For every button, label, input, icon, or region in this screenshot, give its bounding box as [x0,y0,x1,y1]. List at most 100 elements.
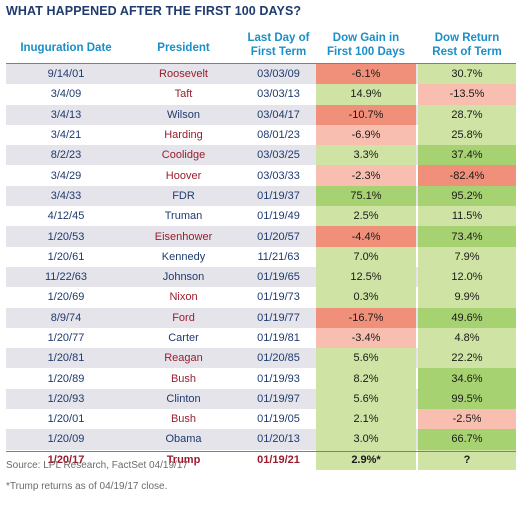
dow-gain-cell: 14.9% [316,84,416,105]
table-row: 1/20/53 Eisenhower 01/20/57 -4.4% 73.4% [6,226,516,247]
inauguration-date-cell: 1/20/69 [47,291,85,304]
inauguration-date-cell: 1/20/89 [47,372,85,385]
president-cell: Taft [174,88,193,101]
dow-return-cell: 73.4% [418,226,516,247]
header-dow-gain: Dow Gain in First 100 Days [316,31,416,59]
header-dow-return-line1: Dow Return [434,32,500,44]
president-cell: FDR [172,189,195,202]
inauguration-date-cell: 3/4/33 [50,189,82,202]
header-dow-return: Dow Return Rest of Term [418,31,516,59]
table-row: 8/2/23 Coolidge 03/03/25 3.3% 37.4% [6,145,516,166]
dow-gain-cell: 2.9%* [316,449,416,470]
dow-return-cell: 12.0% [418,266,516,288]
dow-return-cell: 95.2% [418,185,516,207]
president-cell: Trump [166,453,201,466]
dow-return-cell: 7.9% [418,246,516,267]
dow-return-cell: 49.6% [418,307,516,328]
president-cell: Roosevelt [159,68,208,81]
dow-gain-cell: -10.7% [316,104,416,125]
dow-return-cell: 25.8% [418,124,516,146]
table-row: 1/20/61 Kennedy 11/21/63 7.0% 7.9% [6,246,516,267]
table-row: 3/4/13 Wilson 03/04/17 -10.7% 28.7% [6,104,516,125]
dow-return-cell: 66.7% [418,429,516,450]
inauguration-date-cell: 3/4/13 [50,108,82,121]
table-row: 3/4/09 Taft 03/03/13 14.9% -13.5% [6,84,516,105]
table-row: 4/12/45 Truman 01/19/49 2.5% 11.5% [6,206,516,227]
table-row: 1/20/89 Bush 01/19/93 8.2% 34.6% [6,368,516,389]
dow-gain-cell: -6.1% [316,64,416,85]
dow-return-cell: 22.2% [418,348,516,369]
president-cell: Reagan [164,352,203,365]
president-cell: Carter [168,332,199,344]
last-day-cell: 01/20/85 [257,352,300,365]
table-bottom-divider [6,451,516,452]
dow-gain-cell: -4.4% [316,226,416,247]
presidents-table: 9/14/01 Roosevelt 03/03/09 -6.1% 30.7% 3/4/09… [6,64,516,470]
president-cell: Truman [164,210,203,223]
dow-return-cell: 9.9% [418,287,516,308]
dow-gain-cell: 12.5% [316,266,416,288]
president-cell: Obama [165,433,202,446]
table-row: 9/14/01 Roosevelt 03/03/09 -6.1% 30.7% [6,64,516,85]
last-day-cell: 01/19/65 [257,271,300,284]
dow-gain-cell: 0.3% [316,287,416,308]
source-note: Source: LPL Research, FactSet 04/19/17 [6,460,188,471]
inauguration-date-cell: 1/20/93 [47,392,85,405]
footnote: *Trump returns as of 04/19/17 close. [6,481,168,492]
dow-gain-cell: 2.5% [316,206,416,227]
inauguration-date-cell: 1/20/81 [47,352,85,365]
table-row: 1/20/93 Clinton 01/19/97 5.6% 99.5% [6,388,516,410]
table-row: 1/20/69 Nixon 01/19/73 0.3% 9.9% [6,287,516,308]
last-day-cell: 01/19/81 [257,332,300,344]
table-row: 1/20/77 Carter 01/19/81 -3.4% 4.8% [6,327,516,349]
dow-gain-cell: -16.7% [316,307,416,328]
president-cell: Coolidge [161,149,206,162]
table-header: Inuguration Date President Last Day of F… [6,28,516,62]
president-cell: Ford [172,311,195,324]
dow-gain-cell: 5.6% [316,348,416,369]
inauguration-date-cell: 1/20/09 [47,433,85,446]
dow-return-cell: -13.5% [418,84,516,105]
header-president: President [157,42,210,54]
inauguration-date-cell: 11/22/63 [44,271,87,284]
dow-gain-cell: 75.1% [316,185,416,207]
table-row: 3/4/29 Hoover 03/03/33 -2.3% -82.4% [6,165,516,186]
dow-return-cell: -2.5% [418,409,516,430]
header-last-day-line2: First Term [250,46,307,58]
last-day-cell: 11/21/63 [257,250,300,263]
dow-return-cell: ? [418,449,516,470]
last-day-cell: 03/03/33 [257,169,300,182]
dow-return-cell: 11.5% [418,206,516,227]
table-row: 3/4/21 Harding 08/01/23 -6.9% 25.8% [6,124,516,146]
last-day-cell: 01/19/49 [257,210,300,223]
inauguration-date-cell: 1/20/53 [47,230,85,243]
header-last-day-line1: Last Day of [247,32,310,44]
header-last-day: Last Day of First Term [241,31,316,59]
dow-gain-cell: 3.0% [316,429,416,450]
last-day-cell: 01/19/73 [257,291,300,304]
dow-gain-cell: 8.2% [316,368,416,389]
header-dow-gain-line2: First 100 Days [327,46,405,58]
last-day-cell: 01/19/97 [257,392,300,405]
header-divider [6,63,516,64]
president-cell: Bush [170,413,197,426]
table-row: 1/20/09 Obama 01/20/13 3.0% 66.7% [6,429,516,450]
president-cell: Wilson [166,108,200,121]
header-dow-return-line2: Rest of Term [432,46,502,58]
last-day-cell: 01/20/13 [257,433,300,446]
table-row: 1/20/81 Reagan 01/20/85 5.6% 22.2% [6,348,516,369]
last-day-cell: 01/19/93 [257,372,300,385]
last-day-cell: 03/03/25 [257,149,300,162]
dow-return-cell: 99.5% [418,388,516,410]
table-row: 8/9/74 Ford 01/19/77 -16.7% 49.6% [6,307,516,328]
last-day-cell: 01/19/37 [257,189,300,202]
dow-gain-cell: 2.1% [316,409,416,430]
president-cell: Eisenhower [154,230,213,243]
president-cell: Kennedy [161,250,206,263]
president-cell: Bush [170,372,197,385]
last-day-cell: 01/19/05 [257,413,300,426]
last-day-cell: 03/03/09 [257,68,300,81]
inauguration-date-cell: 3/4/09 [50,88,82,101]
inauguration-date-cell: 8/9/74 [50,311,82,324]
dow-return-cell: 37.4% [418,145,516,166]
